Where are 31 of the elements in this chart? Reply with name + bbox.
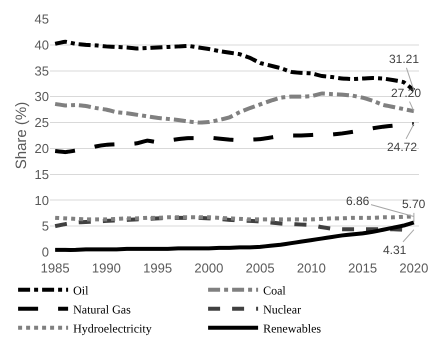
y-axis-title: Share (%): [12, 102, 30, 170]
y-tick-label: 40: [34, 37, 49, 52]
y-tick-label: 45: [34, 12, 49, 27]
data-label: 27.20: [391, 86, 422, 100]
y-tick-label: 15: [34, 166, 49, 182]
legend-label: Hydroelectricity: [73, 321, 152, 336]
y-tick-label: 5: [42, 218, 49, 234]
data-label: 6.86: [346, 194, 370, 208]
x-tick-label: 2015: [348, 260, 378, 276]
x-tick-label: 2005: [246, 260, 275, 276]
data-label: 24.72: [387, 140, 418, 154]
x-tick-label: 1985: [40, 260, 70, 276]
x-tick-label: 2020: [399, 260, 428, 276]
x-tick-label: 2000: [194, 260, 224, 276]
data-label: 4.31: [383, 243, 407, 257]
data-label: 5.70: [402, 197, 426, 211]
y-tick-label: 30: [34, 89, 49, 104]
legend-label: Coal: [263, 283, 286, 298]
x-tick-label: 1990: [92, 260, 121, 276]
y-tick-label: 35: [34, 63, 49, 78]
legend-label: Oil: [73, 283, 90, 298]
x-tick-label: 1995: [143, 260, 172, 276]
y-tick-label: 20: [34, 140, 49, 156]
x-tick-label: 2010: [296, 260, 326, 276]
data-label: 31.21: [389, 52, 420, 66]
y-tick-label: 0: [42, 244, 49, 260]
y-tick-label: 25: [34, 115, 49, 130]
legend-label: Renewables: [263, 321, 322, 336]
legend-label: Nuclear: [263, 302, 302, 316]
y-tick-label: 10: [34, 192, 49, 208]
legend-label: Natural Gas: [73, 302, 132, 316]
